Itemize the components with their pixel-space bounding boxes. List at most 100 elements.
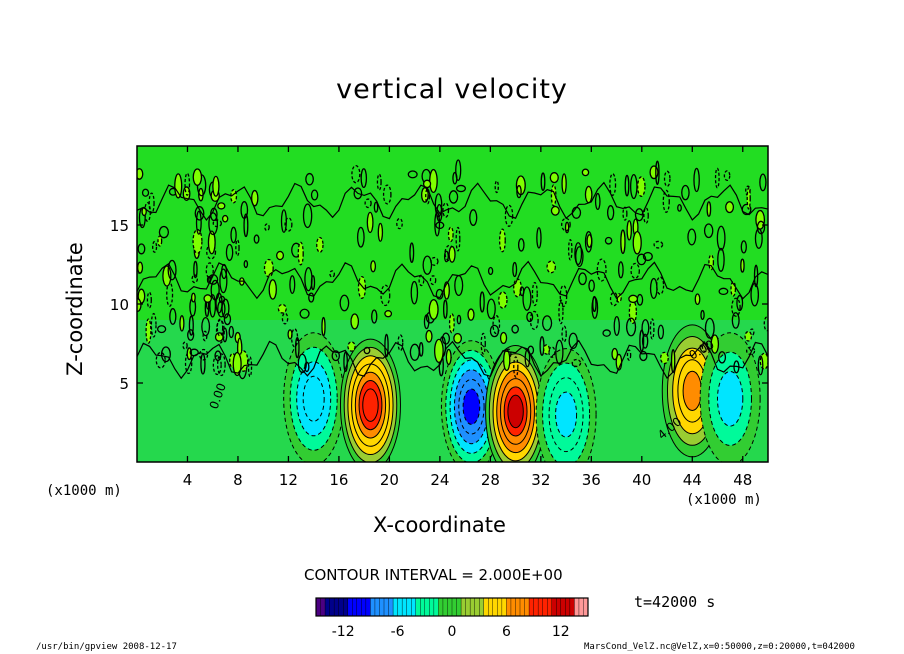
turbulence-contour xyxy=(641,319,650,337)
x-unit-label: (x1000 m) xyxy=(686,492,762,508)
turbulence-contour xyxy=(339,294,350,312)
colorbar-swatch xyxy=(506,597,512,617)
turbulence-contour xyxy=(410,280,419,305)
colorbar-swatch xyxy=(497,597,503,617)
turbulence-contour xyxy=(558,299,564,325)
colorbar-swatch xyxy=(451,597,458,617)
colorbar-swatch xyxy=(388,597,394,617)
turbulence-contour xyxy=(447,226,454,243)
velocity-cell-contour xyxy=(507,394,524,429)
turbulence-contour xyxy=(469,209,478,226)
turbulence-contour xyxy=(202,330,208,342)
turbulence-contour xyxy=(455,159,462,181)
colorbar-swatch xyxy=(542,597,548,617)
turbulence-contour xyxy=(353,187,363,200)
x-axis-label: X-coordinate xyxy=(373,513,506,537)
turbulence-contour xyxy=(448,245,456,263)
colorbar-swatch xyxy=(406,597,412,617)
turbulence-contour xyxy=(435,221,445,230)
colorbar-swatch xyxy=(479,597,485,617)
turbulence-contour xyxy=(137,261,144,274)
colorbar-swatch xyxy=(343,597,349,617)
turbulence-contour xyxy=(184,351,193,375)
turbulence-contour xyxy=(425,329,433,343)
colorbar-swatch xyxy=(560,597,566,617)
turbulence-contour xyxy=(208,212,219,236)
turbulence-contour xyxy=(455,226,461,252)
turbulence-contour xyxy=(422,255,433,275)
turbulence-contour xyxy=(575,246,584,268)
turbulence-contour xyxy=(294,336,300,359)
turbulence-contour xyxy=(343,351,348,373)
turbulence-contour xyxy=(305,172,314,186)
colorbar-swatch xyxy=(551,597,557,617)
turbulence-contour xyxy=(700,309,705,321)
footer-right: MarsCond_VelZ.nc@VelZ,x=0:50000,z=0:2000… xyxy=(584,642,855,652)
velocity-cell-contour xyxy=(716,370,744,427)
colorbar-tick-label: -12 xyxy=(332,624,355,640)
colorbar-swatch xyxy=(524,597,530,617)
colorbar-swatch xyxy=(361,597,367,617)
turbulence-contour xyxy=(193,260,198,279)
layer-contour-line xyxy=(137,339,768,380)
y-tick-label: 10 xyxy=(110,296,129,314)
turbulence-contour xyxy=(574,242,583,266)
turbulence-contour xyxy=(694,293,701,306)
turbulence-contour xyxy=(218,295,226,304)
turbulence-contour xyxy=(736,294,744,312)
turbulence-contour xyxy=(717,247,725,272)
turbulence-contour xyxy=(235,239,240,257)
turbulence-contour xyxy=(310,189,319,201)
turbulence-contour xyxy=(442,202,450,218)
colorbar-tick-label: 0 xyxy=(448,624,457,640)
turbulence-contour xyxy=(380,284,391,307)
turbulence-contour xyxy=(543,344,551,355)
turbulence-contour xyxy=(243,213,249,238)
turbulence-contour xyxy=(687,228,697,246)
velocity-cell-contour xyxy=(302,375,325,422)
turbulence-contour xyxy=(152,240,158,253)
turbulence-contour xyxy=(448,313,455,334)
turbulence-contour xyxy=(677,204,682,212)
turbulence-contour xyxy=(203,294,212,303)
turbulence-contour xyxy=(596,258,607,282)
colorbar-swatch xyxy=(483,597,489,617)
turbulence-contour xyxy=(628,294,639,304)
turbulence-contour xyxy=(641,333,649,349)
turbulence-contour xyxy=(221,214,229,223)
turbulence-contour xyxy=(443,250,449,263)
turbulence-contour xyxy=(499,331,508,345)
turbulence-contour xyxy=(626,317,637,337)
colorbar-swatch xyxy=(379,597,385,617)
turbulence-contour xyxy=(137,243,146,255)
turbulence-contour xyxy=(223,313,232,326)
colorbar-swatch xyxy=(460,597,467,617)
turbulence-contour xyxy=(622,206,628,221)
turbulence-contour xyxy=(396,217,403,230)
turbulence-contour xyxy=(550,205,560,216)
colorbar-swatch xyxy=(315,597,322,617)
turbulence-contour xyxy=(655,160,660,186)
layer-contour-line xyxy=(137,181,768,222)
colorbar-swatch xyxy=(465,597,471,617)
turbulence-contour xyxy=(357,275,367,299)
turbulence-contour xyxy=(486,298,496,320)
turbulence-contour xyxy=(230,226,237,244)
turbulence-contour xyxy=(430,256,439,266)
turbulence-contour xyxy=(243,260,249,269)
colorbar-swatch xyxy=(474,597,480,617)
turbulence-contour xyxy=(649,318,655,340)
colorbar-swatch xyxy=(356,597,362,617)
turbulence-contour xyxy=(360,168,368,189)
turbulence-contour xyxy=(297,241,304,266)
velocity-cell-contour xyxy=(682,370,702,411)
turbulence-contour xyxy=(247,356,253,378)
turbulence-contour xyxy=(215,319,225,344)
turbulence-contour xyxy=(611,347,619,361)
colorbar-swatch xyxy=(347,597,353,617)
turbulence-contour xyxy=(653,240,664,249)
turbulence-contour xyxy=(714,167,720,189)
turbulence-contour xyxy=(539,336,545,356)
turbulence-contour xyxy=(540,172,546,192)
